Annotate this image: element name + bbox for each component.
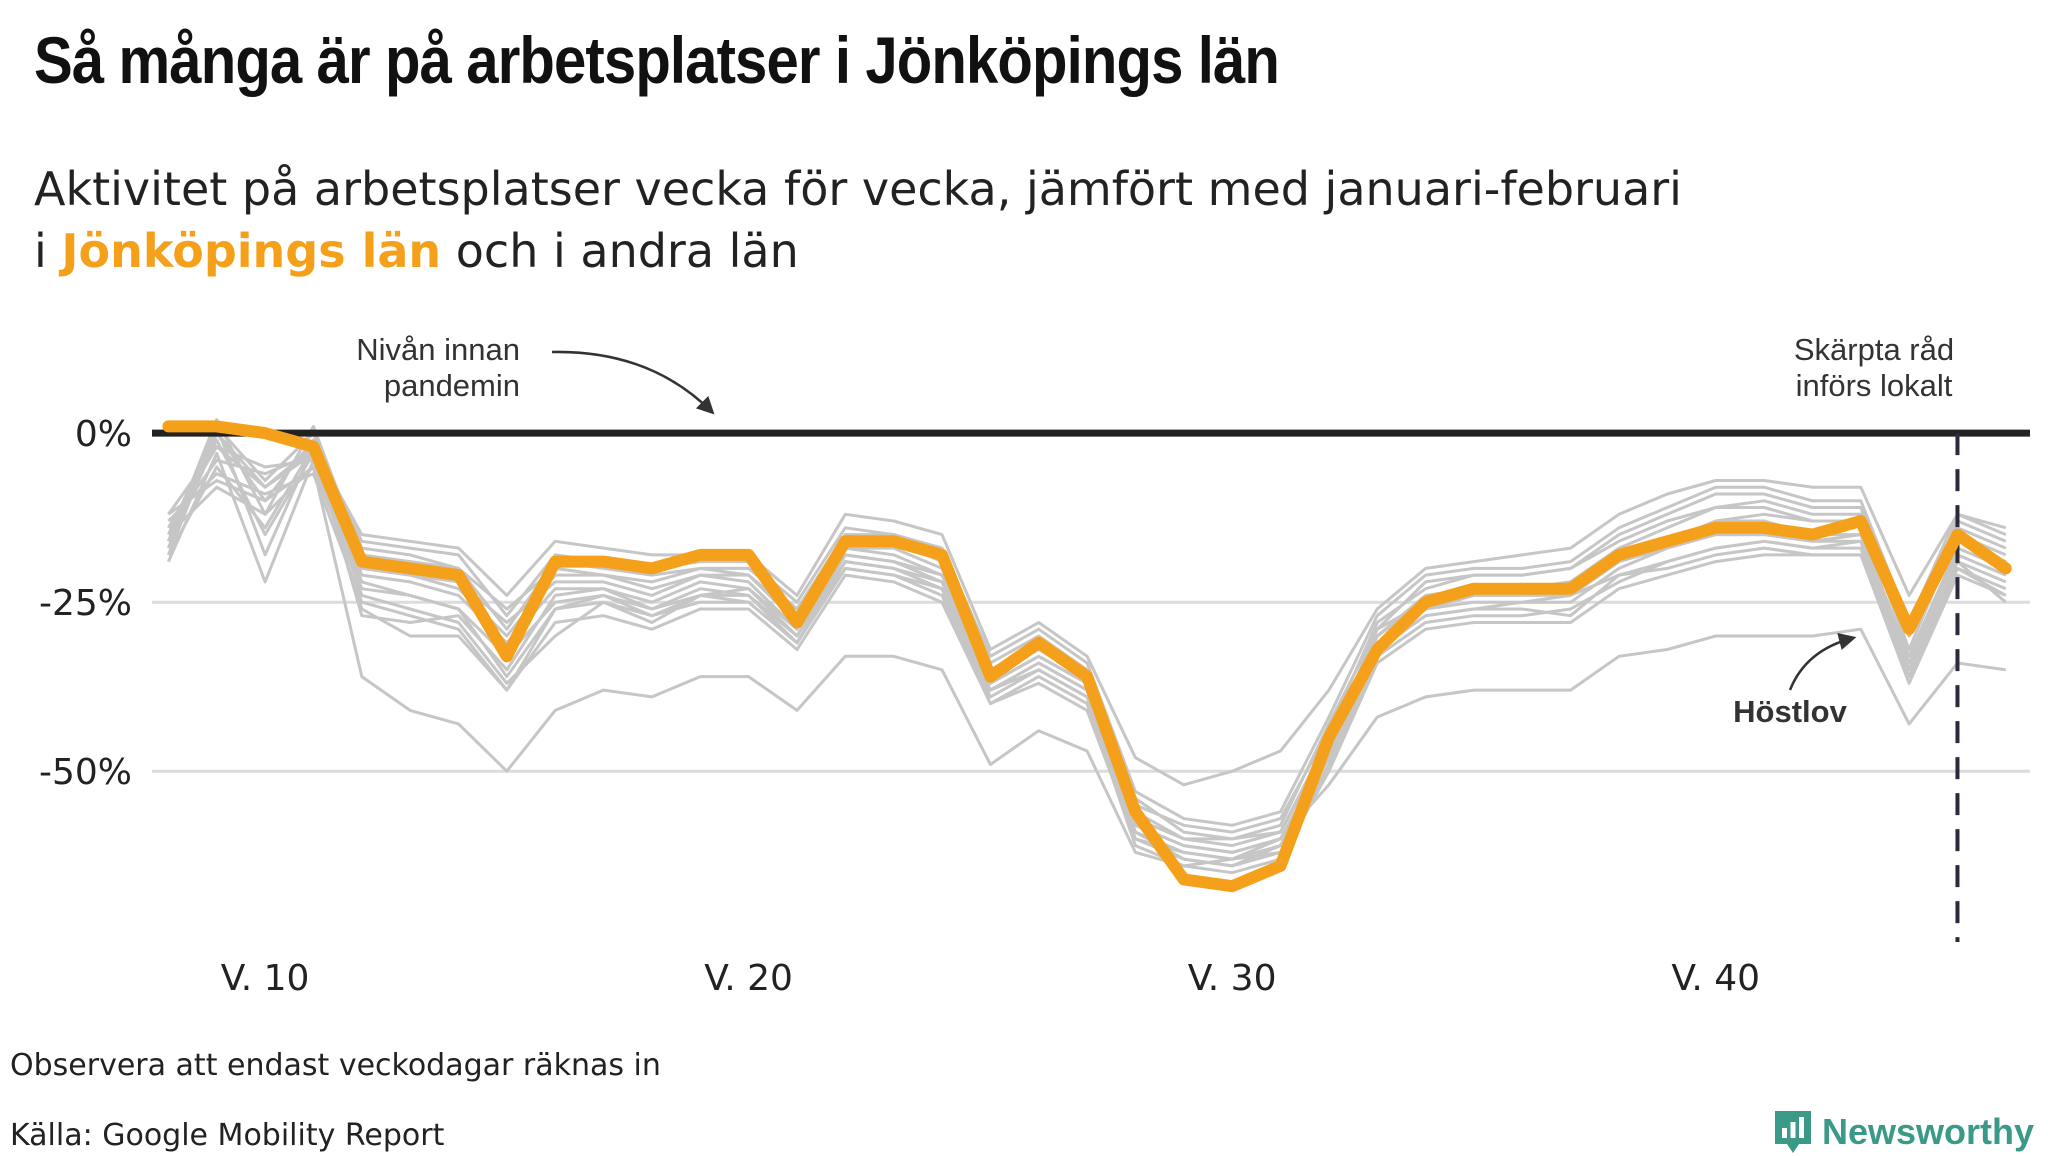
measures-annotation-line1: Skärpta råd — [1794, 332, 1954, 367]
county-line — [167, 451, 2007, 854]
county-line — [167, 424, 2007, 827]
y-axis-ticks: 0% -25% -50% — [39, 414, 132, 793]
x-axis-ticks: V. 10 V. 20 V. 30 V. 40 — [221, 958, 1760, 999]
x-tick-label: V. 30 — [1188, 958, 1277, 999]
county-line — [167, 445, 2007, 868]
y-tick-label: -50% — [39, 752, 132, 793]
y-tick-label: 0% — [75, 414, 132, 455]
x-tick-label: V. 10 — [221, 958, 310, 999]
baseline-annotation-arrow — [551, 350, 715, 415]
county-line — [167, 465, 2007, 868]
measures-annotation-line2: införs lokalt — [1796, 368, 1953, 403]
y-tick-label: -25% — [39, 583, 132, 624]
baseline-annotation-line1: Nivån innan — [356, 332, 520, 367]
brand-name: Newsworthy — [1821, 1111, 2034, 1152]
highlight-series-line — [162, 420, 2012, 893]
other-county-lines — [167, 418, 2007, 875]
county-line — [167, 438, 2007, 848]
subtitle-line1: Aktivitet på arbetsplatser vecka för vec… — [34, 162, 1682, 216]
brand-logo: Newsworthy — [1772, 1108, 2034, 1156]
county-line — [167, 431, 2007, 854]
footer-note: Observera att endast veckodagar räknas i… — [10, 1048, 661, 1083]
x-tick-label: V. 20 — [704, 958, 793, 999]
subtitle-highlight: Jönköpings län — [61, 224, 442, 278]
hostlov-annotation-arrow — [1788, 632, 1857, 691]
newsworthy-logo-icon — [1774, 1111, 1811, 1153]
footer-source: Källa: Google Mobility Report — [10, 1118, 445, 1153]
county-line — [167, 431, 2007, 861]
county-line — [167, 445, 2007, 787]
page-subtitle: Aktivitet på arbetsplatser vecka för vec… — [34, 158, 1682, 282]
baseline-annotation-line2: pandemin — [384, 368, 520, 403]
subtitle-line2-suffix: och i andra län — [441, 224, 799, 278]
hostlov-annotation: Höstlov — [1733, 694, 1847, 729]
page-title: Så många är på arbetsplatser i Jönköping… — [34, 23, 1280, 97]
county-line — [167, 472, 2007, 861]
x-tick-label: V. 40 — [1671, 958, 1760, 999]
subtitle-line2-prefix: i — [34, 224, 62, 278]
